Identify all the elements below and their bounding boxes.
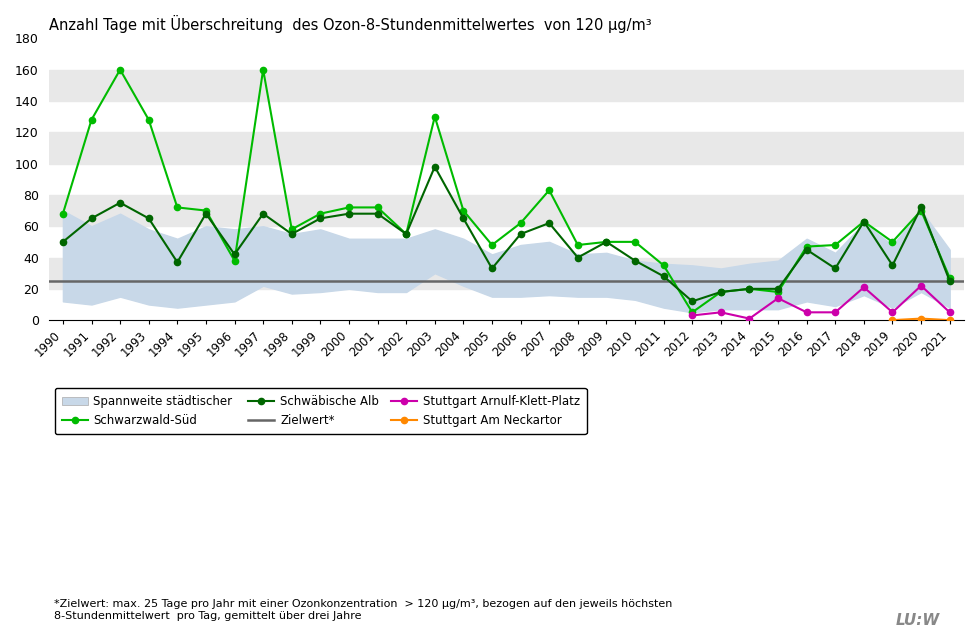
Bar — [49, 70, 963, 101]
Text: Anzahl Tage mit Überschreitung  des Ozon-8-Stundenmittelwertes  von 120 µg/m³: Anzahl Tage mit Überschreitung des Ozon-… — [49, 15, 650, 33]
Text: *Zielwert: max. 25 Tage pro Jahr mit einer Ozonkonzentration  > 120 µg/m³, bezog: *Zielwert: max. 25 Tage pro Jahr mit ein… — [54, 599, 672, 621]
Bar — [49, 195, 963, 226]
Text: LU:W: LU:W — [895, 612, 939, 628]
Legend: Spannweite städtischer , Schwarzwald-Süd, Schwäbische Alb, Zielwert*, Stuttgart : Spannweite städtischer , Schwarzwald-Süd… — [55, 388, 586, 434]
Bar — [49, 257, 963, 289]
Bar — [49, 133, 963, 164]
